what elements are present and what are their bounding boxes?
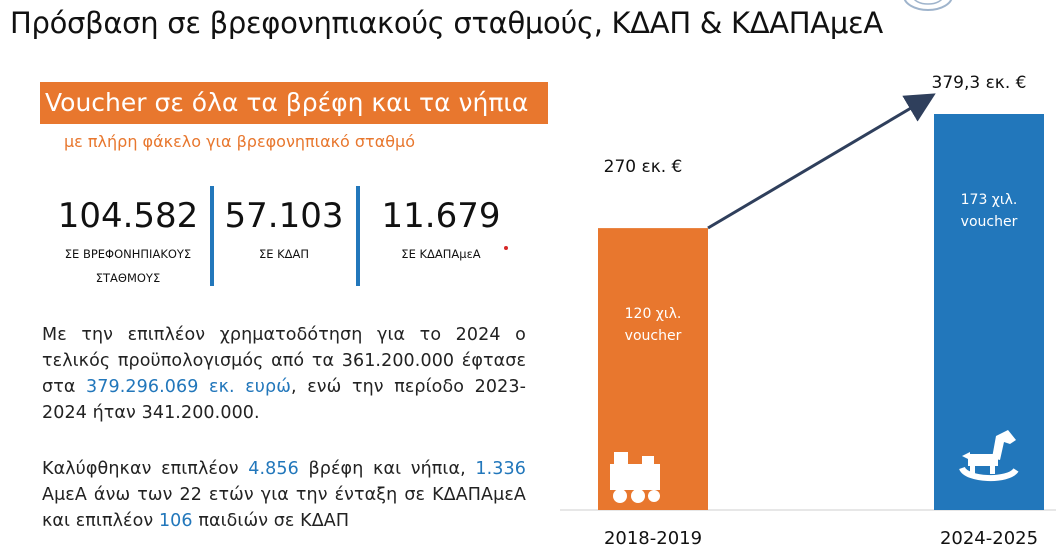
stat-label: ΣΤΑΘΜΟΥΣ bbox=[95, 271, 161, 285]
budget-bar-chart: 270 εκ. € 120 χιλ. voucher 2018-2019 379,3 ε… bbox=[560, 73, 1056, 549]
number-highlight: 1.336 bbox=[475, 459, 526, 479]
stat-block-nurseries: 104.582 ΣΕ ΒΡΕΦΟΝΗΠΙΑΚΟΥΣ ΣΤΑΘΜΟΥΣ bbox=[48, 196, 208, 290]
page-title: Πρόσβαση σε βρεφονηπιακούς σταθμούς, ΚΔΑ… bbox=[10, 6, 883, 40]
stat-label: ΣΕ ΚΔΑΠΑμεΑ bbox=[401, 247, 481, 261]
category-label: 2018-2019 bbox=[604, 528, 702, 549]
bar-inner-label: 120 χιλ. bbox=[625, 306, 682, 322]
growth-arrow bbox=[707, 93, 936, 230]
stat-block-kdapamea: 11.679 ΣΕ ΚΔΑΠΑμεΑ bbox=[366, 196, 516, 266]
coverage-paragraph: Καλύφθηκαν επιπλέον 4.856 βρέφη και νήπι… bbox=[42, 456, 526, 534]
stat-label: ΣΕ ΚΔΑΠ bbox=[258, 247, 310, 261]
bar-value-label: 379,3 εκ. € bbox=[932, 73, 1027, 93]
bar-inner-label: 173 χιλ. bbox=[961, 192, 1018, 208]
rocking-horse-icon bbox=[959, 430, 1019, 482]
divider bbox=[210, 186, 214, 286]
text: Με την επιπλέον χρηματοδότηση για το 202… bbox=[42, 325, 526, 397]
stat-block-kdap: 57.103 ΣΕ ΚΔΑΠ bbox=[218, 196, 350, 266]
text: Καλύφθηκαν επιπλέον bbox=[42, 459, 249, 479]
stat-value: 104.582 bbox=[57, 196, 199, 236]
number-highlight: 106 bbox=[158, 511, 193, 531]
text: παιδιών σε ΚΔΑΠ bbox=[192, 511, 350, 531]
budget-paragraph: Με την επιπλέον χρηματοδότηση για το 202… bbox=[42, 322, 526, 426]
stat-value: 11.679 bbox=[381, 196, 501, 236]
category-label: 2024-2025 bbox=[940, 528, 1038, 549]
bar-inner-label: voucher bbox=[961, 214, 1018, 230]
bar-2024-2025 bbox=[934, 114, 1044, 510]
logo-icon bbox=[903, 0, 953, 11]
voucher-banner: Voucher σε όλα τα βρέφη και τα νήπια bbox=[40, 82, 548, 124]
divider bbox=[356, 186, 360, 286]
pointer-dot bbox=[504, 246, 508, 250]
bar-value-label: 270 εκ. € bbox=[604, 157, 683, 177]
budget-highlight: 379.296.069 εκ. ευρώ bbox=[86, 377, 291, 397]
voucher-subtitle: με πλήρη φάκελο για βρεφονηπιακό σταθμό bbox=[64, 132, 415, 151]
text: ΑμεΑ άνω των 22 ετών για την ένταξη σε Κ… bbox=[42, 485, 526, 531]
bar-inner-label: voucher bbox=[625, 328, 682, 344]
text: βρέφη και νήπια, bbox=[298, 459, 476, 479]
stat-label: ΣΕ ΒΡΕΦΟΝΗΠΙΑΚΟΥΣ bbox=[64, 247, 192, 261]
text: , ενώ την περίοδο 2023-2024 ήταν 341.200… bbox=[42, 377, 526, 423]
train-toy-icon bbox=[610, 452, 660, 503]
number-highlight: 4.856 bbox=[248, 459, 299, 479]
stat-value: 57.103 bbox=[224, 196, 344, 236]
